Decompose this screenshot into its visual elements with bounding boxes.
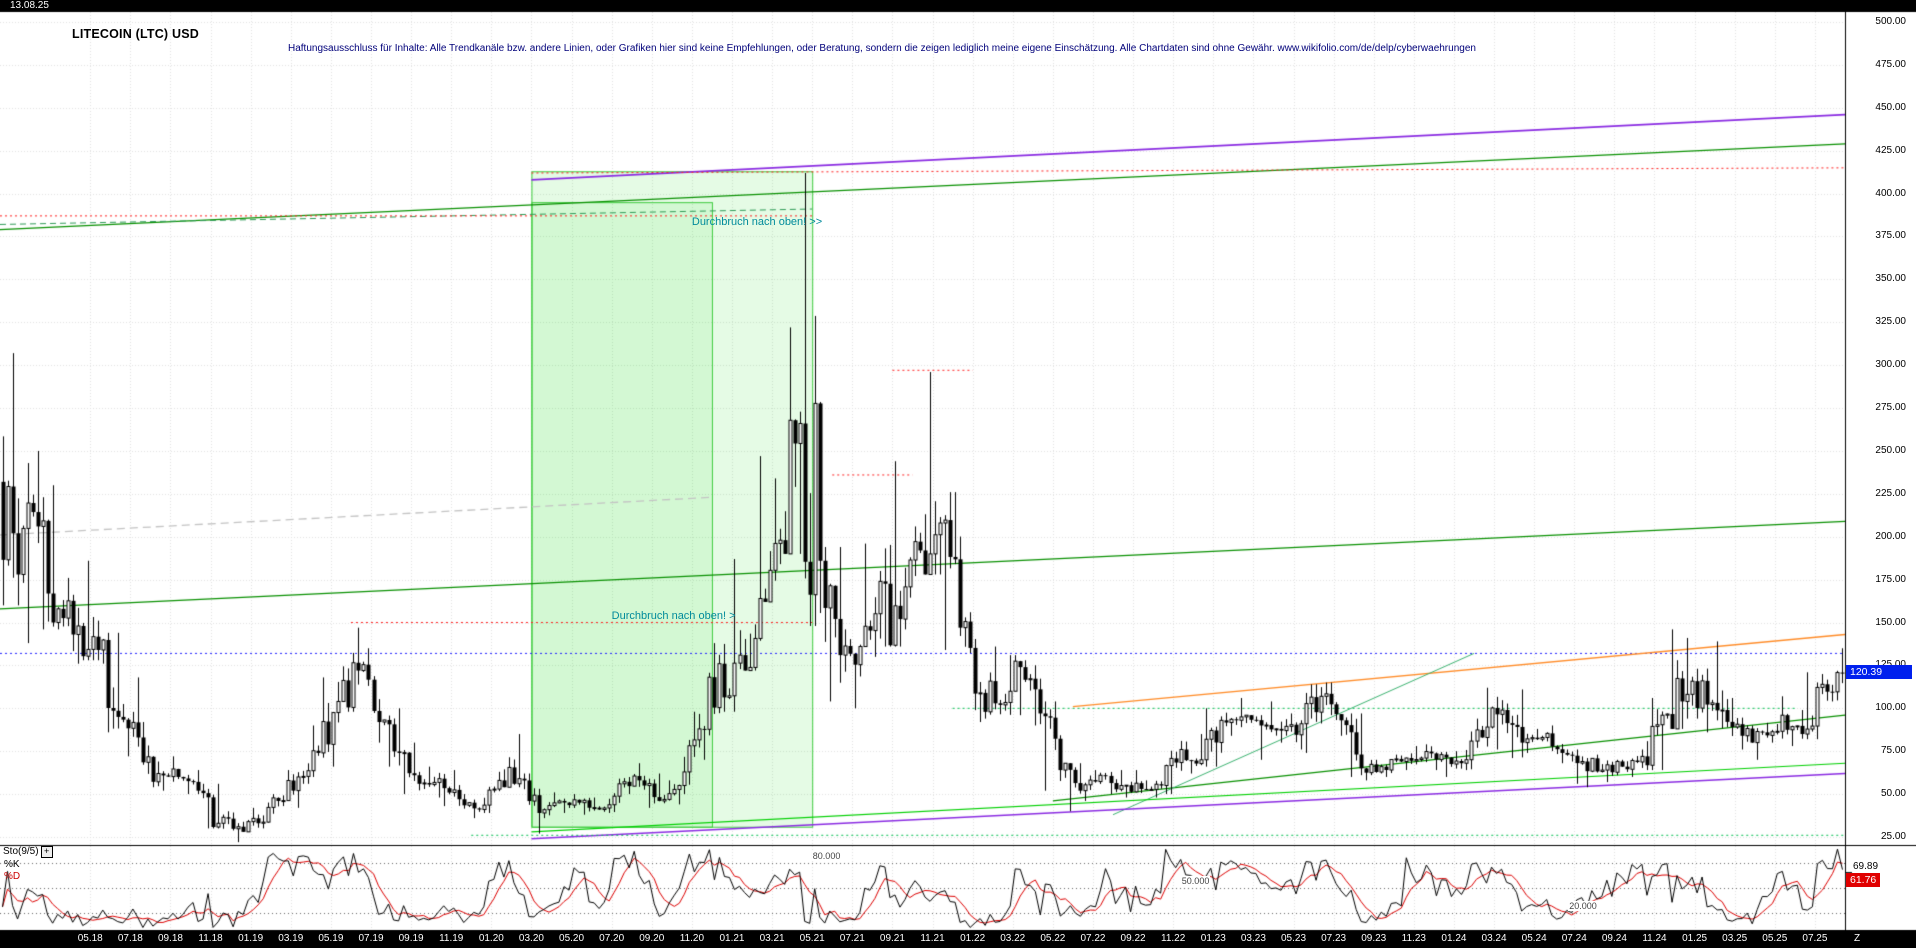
oscillator-expand-button[interactable]: + (40, 846, 53, 858)
